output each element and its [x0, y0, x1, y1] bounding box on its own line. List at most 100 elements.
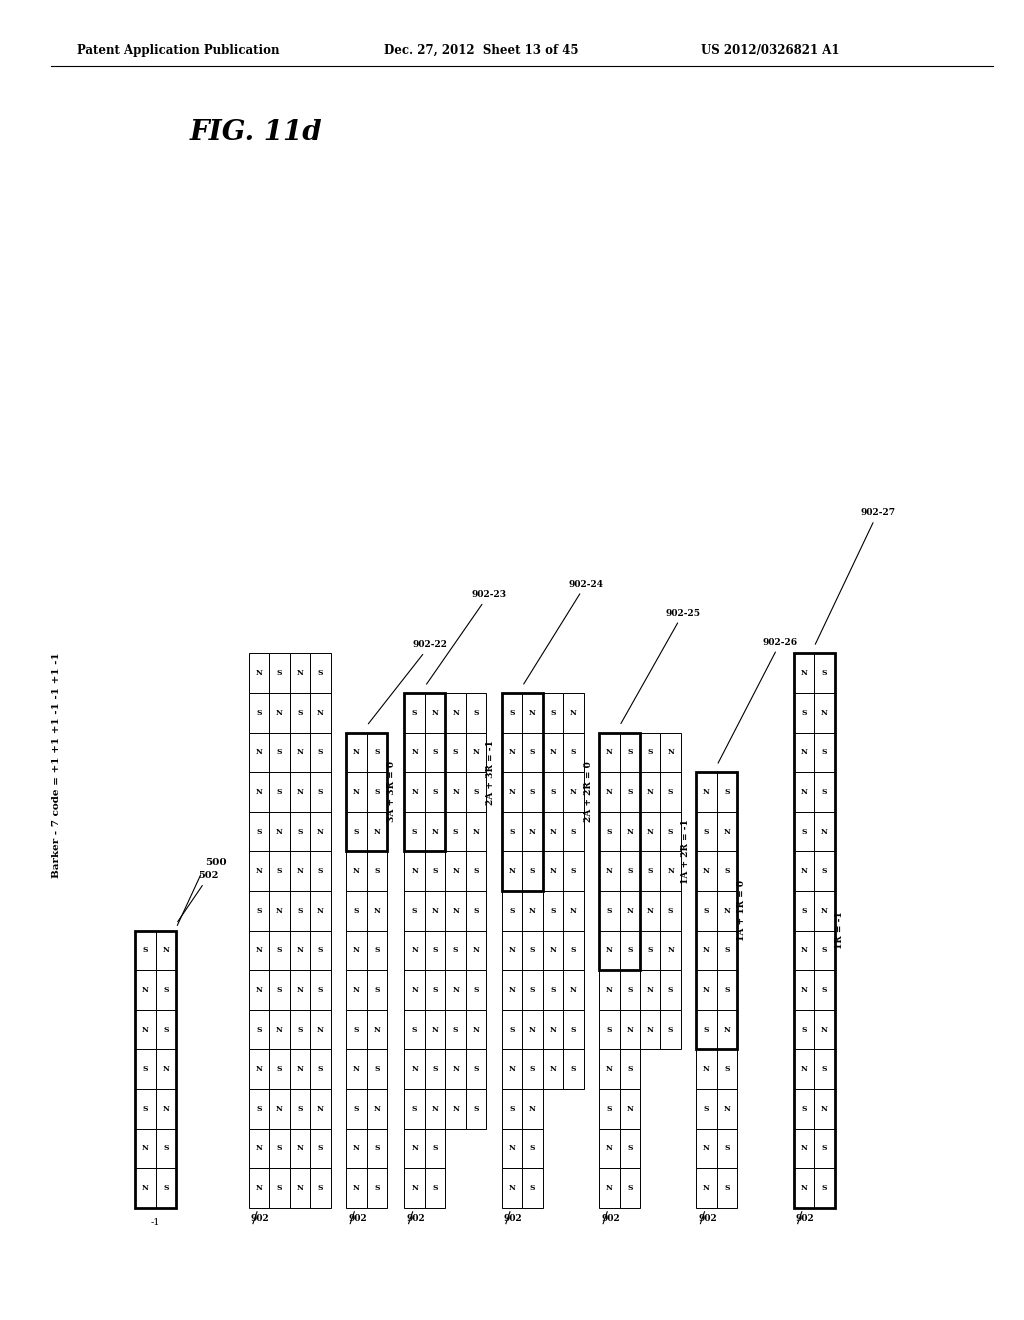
- Text: N: N: [353, 946, 359, 954]
- Bar: [502, 812, 522, 851]
- Bar: [563, 970, 584, 1010]
- Bar: [290, 931, 310, 970]
- Bar: [814, 1049, 835, 1089]
- Bar: [660, 733, 681, 772]
- Bar: [346, 970, 367, 1010]
- Bar: [660, 772, 681, 812]
- Text: 902-27: 902-27: [815, 508, 895, 644]
- Text: S: S: [801, 709, 807, 717]
- Text: S: S: [473, 709, 479, 717]
- Text: 902: 902: [601, 1214, 620, 1224]
- Text: N: N: [276, 828, 283, 836]
- Text: S: S: [276, 1184, 283, 1192]
- Text: N: N: [570, 907, 577, 915]
- Bar: [310, 653, 331, 693]
- Bar: [404, 1089, 425, 1129]
- Text: S: S: [374, 788, 380, 796]
- Bar: [814, 891, 835, 931]
- Bar: [310, 851, 331, 891]
- Bar: [135, 1010, 156, 1049]
- Bar: [367, 1089, 387, 1129]
- Text: S: S: [647, 867, 653, 875]
- Bar: [404, 693, 425, 733]
- Text: N: N: [606, 1184, 612, 1192]
- Text: S: S: [142, 1105, 148, 1113]
- Text: N: N: [297, 986, 303, 994]
- Bar: [696, 1049, 717, 1089]
- Text: S: S: [276, 748, 283, 756]
- Text: N: N: [453, 1105, 459, 1113]
- Bar: [640, 970, 660, 1010]
- Bar: [346, 1089, 367, 1129]
- Text: S: S: [353, 1026, 359, 1034]
- Bar: [502, 693, 522, 733]
- Text: N: N: [801, 1065, 807, 1073]
- Bar: [425, 693, 445, 733]
- Bar: [620, 970, 640, 1010]
- Bar: [794, 693, 814, 733]
- Text: S: S: [353, 828, 359, 836]
- Text: S: S: [297, 709, 303, 717]
- Text: S: S: [550, 907, 556, 915]
- Text: 2A + 3R = -1: 2A + 3R = -1: [486, 739, 496, 805]
- Text: S: S: [317, 748, 324, 756]
- Bar: [502, 1129, 522, 1168]
- Text: S: S: [374, 748, 380, 756]
- Text: N: N: [317, 709, 324, 717]
- Text: N: N: [821, 907, 827, 915]
- Text: 902: 902: [698, 1214, 717, 1224]
- Bar: [599, 1168, 620, 1208]
- Bar: [522, 1089, 543, 1129]
- Text: S: S: [432, 946, 438, 954]
- Text: N: N: [509, 788, 515, 796]
- Text: S: S: [724, 946, 730, 954]
- Bar: [599, 1010, 620, 1049]
- Text: S: S: [821, 946, 827, 954]
- Bar: [640, 1010, 660, 1049]
- Text: S: S: [821, 986, 827, 994]
- Text: S: S: [473, 907, 479, 915]
- Bar: [425, 733, 445, 772]
- Bar: [156, 931, 176, 970]
- Bar: [249, 693, 269, 733]
- Text: N: N: [374, 1026, 380, 1034]
- Text: S: S: [801, 907, 807, 915]
- Bar: [522, 733, 543, 772]
- Text: S: S: [432, 1144, 438, 1152]
- Bar: [599, 733, 620, 772]
- Bar: [563, 772, 584, 812]
- Text: S: S: [821, 1184, 827, 1192]
- Text: S: S: [606, 1026, 612, 1034]
- Text: S: S: [412, 907, 418, 915]
- Bar: [814, 733, 835, 772]
- Bar: [269, 1010, 290, 1049]
- Bar: [425, 1089, 445, 1129]
- Text: N: N: [142, 1144, 148, 1152]
- Text: S: S: [724, 1065, 730, 1073]
- Bar: [156, 1049, 176, 1089]
- Bar: [502, 1089, 522, 1129]
- Bar: [367, 733, 387, 772]
- Bar: [543, 970, 563, 1010]
- Bar: [249, 772, 269, 812]
- Text: S: S: [668, 828, 674, 836]
- Text: N: N: [647, 986, 653, 994]
- Bar: [660, 970, 681, 1010]
- Text: N: N: [606, 748, 612, 756]
- Text: S: S: [374, 867, 380, 875]
- Bar: [346, 1168, 367, 1208]
- Bar: [794, 812, 814, 851]
- Bar: [696, 772, 717, 812]
- Text: S: S: [453, 946, 459, 954]
- Bar: [445, 733, 466, 772]
- Text: N: N: [509, 1144, 515, 1152]
- Bar: [466, 693, 486, 733]
- Bar: [814, 1129, 835, 1168]
- Bar: [425, 1129, 445, 1168]
- Bar: [794, 653, 814, 693]
- Bar: [563, 693, 584, 733]
- Text: N: N: [606, 1065, 612, 1073]
- Bar: [522, 1049, 543, 1089]
- Text: N: N: [550, 1065, 556, 1073]
- Text: S: S: [432, 1065, 438, 1073]
